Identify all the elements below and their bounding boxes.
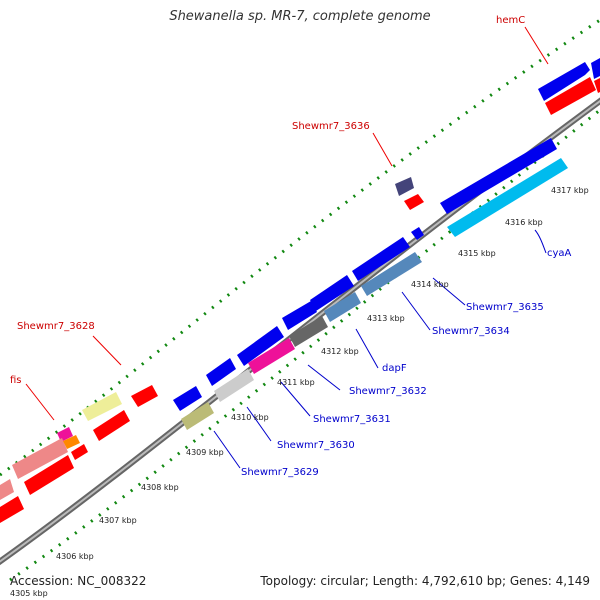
genome-summary: Topology: circular; Length: 4,792,610 bp… [260,574,590,588]
lower-gene-labels: cyaA Shewmr7_3635 Shewmr7_3634 dapF Shew… [241,248,572,478]
tick-label: 4312 kbp [321,347,359,356]
gene-hemC-a[interactable] [538,62,590,101]
tick-label: 4310 kbp [231,413,269,422]
gene-Shewmr7_3632[interactable] [248,338,295,374]
gene-label-hemC[interactable]: hemC [496,15,525,26]
gene-hemC-red-2[interactable] [594,78,600,93]
gene-label-Shewmr7_3632[interactable]: Shewmr7_3632 [349,386,427,397]
gene-Shewmr7_3628-b[interactable] [131,385,158,407]
gene-label-fis[interactable]: fis [10,375,22,386]
tick-label: 4317 kbp [551,186,589,195]
gene-left-red-1[interactable] [24,455,74,495]
tick-label: 4314 kbp [411,280,449,289]
gene-Shewmr7_3629[interactable] [181,402,214,430]
tick-label: 4308 kbp [141,483,179,492]
gene-Shewmr7_3631[interactable] [214,369,254,402]
gene-Shewmr7_3636-b[interactable] [404,194,424,210]
upper-gene-labels: hemC Shewmr7_3636 Shewmr7_3628 fis [10,15,525,386]
gene-Shewmr7_3628-a[interactable] [82,392,122,421]
gene-hemC-b[interactable] [591,58,600,79]
gene-forward-upper-1[interactable] [440,138,557,214]
gene-Shewmr7_3636-a[interactable] [395,177,414,196]
gene-forward-7[interactable] [237,326,284,366]
gene-forward-4[interactable] [352,237,410,281]
gene-label-Shewmr7_3631[interactable]: Shewmr7_3631 [313,414,391,425]
gene-label-Shewmr7_3635[interactable]: Shewmr7_3635 [466,302,544,313]
gene-forward-6[interactable] [282,301,317,330]
tick-label: 4313 kbp [367,314,405,323]
gene-forward-5[interactable] [310,275,354,311]
gene-forward-9[interactable] [173,386,202,411]
gene-forward-8[interactable] [206,358,236,386]
coordinate-ticks: 4305 kbp 4306 kbp 4307 kbp 4308 kbp 4309… [10,186,589,598]
gene-label-dapF[interactable]: dapF [382,363,407,374]
tick-label: 4309 kbp [186,448,224,457]
gene-label-Shewmr7_3634[interactable]: Shewmr7_3634 [432,326,510,337]
gene-left-pink[interactable] [12,438,68,479]
map-title: Shewanella sp. MR-7, complete genome [169,9,431,24]
upper-label-leaders [25,26,549,421]
tick-label: 4311 kbp [277,378,315,387]
lower-tick-track [9,108,600,582]
gene-left-pink-2[interactable] [0,479,14,500]
gene-fis[interactable] [57,427,73,442]
gene-orange[interactable] [63,435,80,449]
gene-Shewmr7_3635[interactable] [361,252,422,296]
gene-cyaA[interactable] [447,158,568,237]
tick-label: 4307 kbp [99,516,137,525]
tick-label: 4315 kbp [458,249,496,258]
accession-label: Accession: NC_008322 [10,574,147,588]
tick-label: 4306 kbp [56,552,94,561]
gene-label-Shewmr7_3630[interactable]: Shewmr7_3630 [277,440,355,451]
gene-dapF[interactable] [289,316,328,347]
gene-left-red-2[interactable] [0,496,24,523]
gene-hemC-red[interactable] [545,77,596,115]
gene-Shewmr7_3634[interactable] [324,292,361,322]
gene-mid-red-1[interactable] [93,410,130,441]
gene-mid-red-2[interactable] [71,444,88,460]
second-strand-genes [0,77,600,523]
gene-label-Shewmr7_3629[interactable]: Shewmr7_3629 [241,467,319,478]
gene-label-Shewmr7_3628[interactable]: Shewmr7_3628 [17,321,95,332]
gene-label-Shewmr7_3636[interactable]: Shewmr7_3636 [292,121,370,132]
tick-label: 4316 kbp [505,218,543,227]
gene-forward-small[interactable] [411,227,424,240]
forward-strand-genes [0,58,600,500]
lower-label-leaders [213,229,547,469]
gene-label-cyaA[interactable]: cyaA [547,248,572,259]
tick-label: 4305 kbp [10,589,48,598]
